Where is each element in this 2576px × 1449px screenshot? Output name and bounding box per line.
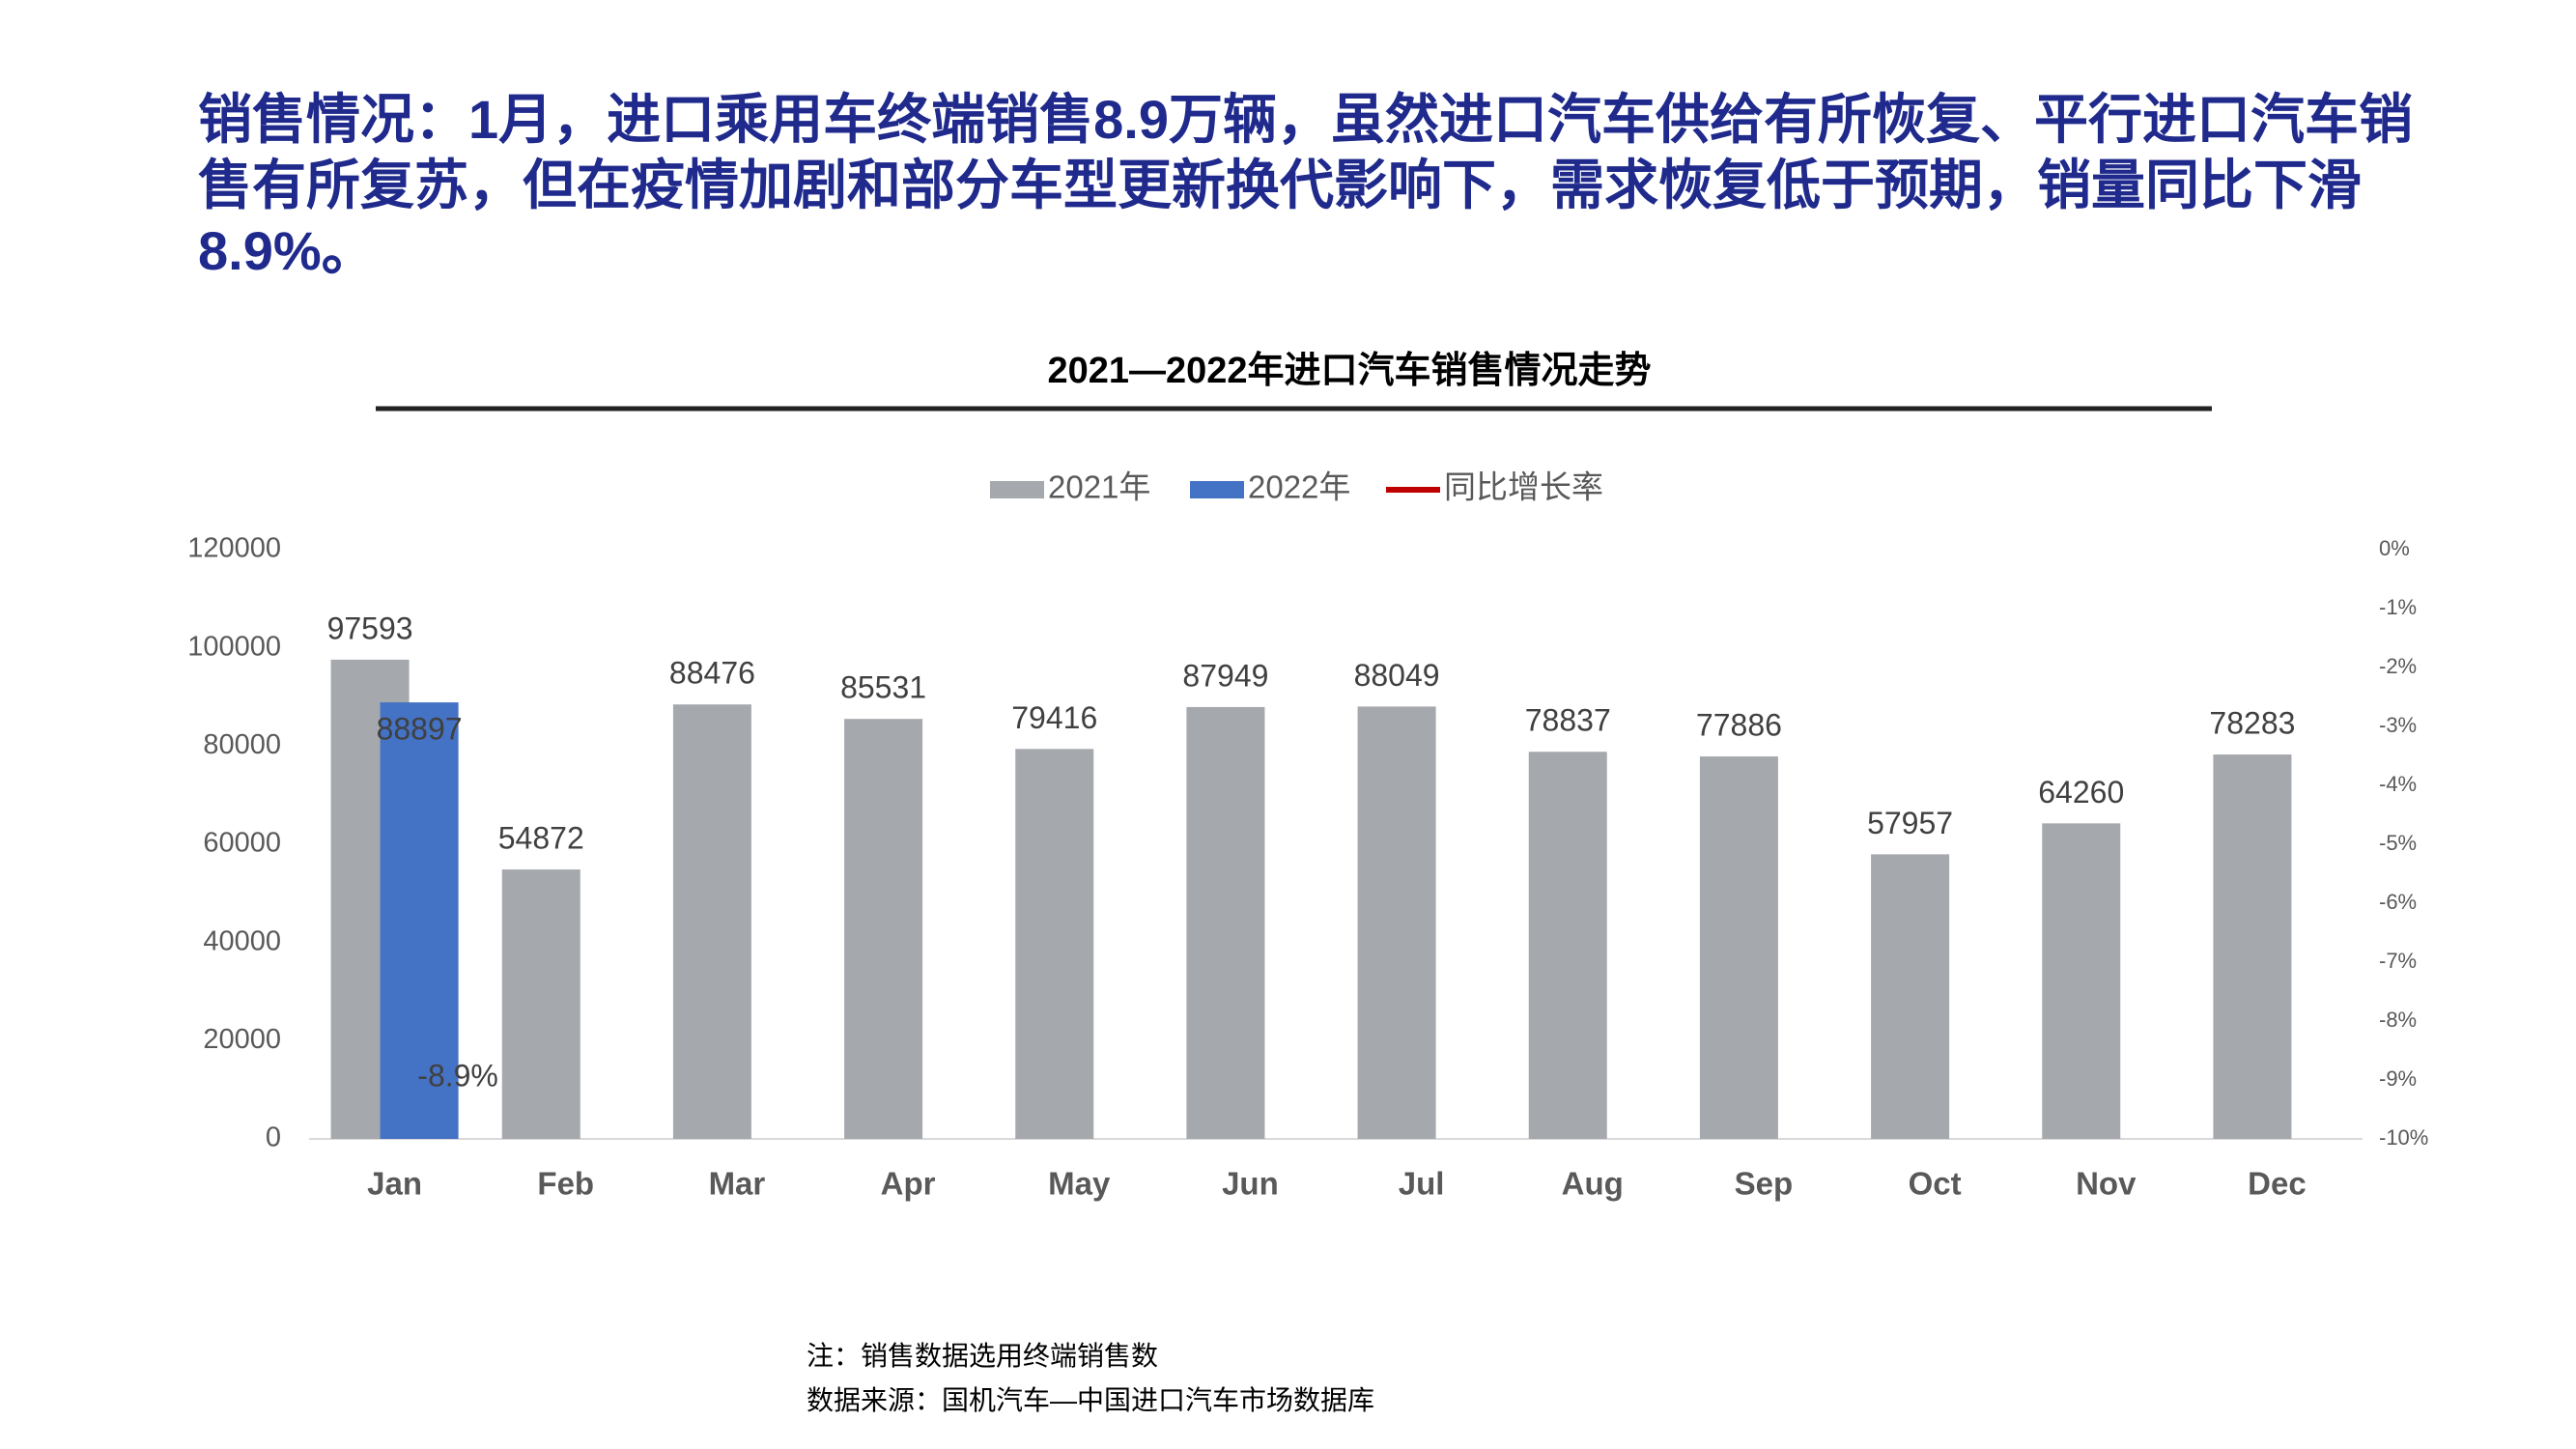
data-label: 57957 (1867, 806, 1953, 840)
data-label: 85531 (840, 670, 926, 705)
data-label: -8.9% (417, 1058, 498, 1093)
bar (1357, 706, 1436, 1139)
y2-tick-label: -5% (2379, 831, 2417, 855)
y2-tick-label: -8% (2379, 1008, 2417, 1032)
y2-tick-label: -6% (2379, 890, 2417, 914)
x-tick-label: Feb (537, 1166, 594, 1202)
legend-marker (990, 481, 1044, 498)
y2-tick-label: 0% (2379, 536, 2410, 560)
x-tick-label: Aug (1562, 1166, 1624, 1202)
x-tick-label: Nov (2076, 1166, 2137, 1202)
y-tick-label: 60000 (203, 828, 281, 859)
y-tick-label: 40000 (203, 925, 281, 956)
legend-label: 同比增长率 (1444, 469, 1603, 505)
y2-tick-label: -2% (2379, 654, 2417, 678)
bar (1015, 749, 1094, 1139)
data-label: 87949 (1182, 658, 1268, 693)
x-tick-label: Jun (1222, 1166, 1279, 1202)
x-tick-label: Jul (1399, 1166, 1445, 1202)
x-tick-label: Sep (1735, 1166, 1794, 1202)
bar (844, 719, 923, 1139)
note: 注：销售数据选用终端销售数 (807, 1341, 1159, 1371)
x-tick-label: Jan (367, 1166, 422, 1202)
bar (1186, 706, 1265, 1139)
bar (672, 704, 751, 1139)
data-label: 77886 (1696, 708, 1782, 743)
y-tick-label: 20000 (203, 1024, 281, 1055)
legend-label: 2021年 (1048, 469, 1150, 505)
y-tick-label: 120000 (187, 533, 281, 564)
bar (1699, 756, 1778, 1139)
bar (380, 702, 459, 1139)
data-label: 78283 (2209, 706, 2295, 741)
data-label: 64260 (2038, 775, 2124, 810)
data-label: 54872 (498, 821, 584, 856)
bar (1871, 854, 1950, 1139)
data-label: 79416 (1011, 700, 1097, 735)
data-label: 88049 (1354, 658, 1440, 693)
y2-tick-label: -7% (2379, 949, 2417, 973)
x-tick-label: May (1048, 1166, 1111, 1202)
x-tick-label: Oct (1909, 1166, 1962, 1202)
y2-tick-label: -1% (2379, 595, 2417, 619)
chart-title: 2021—2022年进口汽车销售情况走势 (1047, 351, 1651, 391)
y2-tick-label: -10% (2379, 1125, 2428, 1150)
data-label: 88897 (377, 712, 463, 747)
x-tick-label: Apr (881, 1166, 936, 1202)
y-tick-label: 100000 (187, 631, 281, 662)
data-label: 88476 (669, 656, 755, 691)
bar (2213, 754, 2292, 1139)
y-tick-label: 80000 (203, 729, 281, 760)
y2-tick-label: -4% (2379, 772, 2417, 796)
headline: 销售情况：1月，进口乘用车终端销售8.9万辆，虽然进口汽车供给有所恢复、平行进口… (198, 89, 2413, 281)
x-tick-label: Mar (709, 1166, 766, 1202)
data-label: 97593 (327, 611, 413, 645)
source-note: 数据来源：国机汽车—中国进口汽车市场数据库 (807, 1385, 1375, 1415)
data-label: 78837 (1525, 703, 1611, 738)
legend-marker (1190, 481, 1244, 498)
y2-tick-label: -3% (2379, 713, 2417, 737)
x-tick-label: Dec (2248, 1166, 2307, 1202)
bar (2042, 823, 2121, 1139)
bar (1528, 752, 1607, 1139)
bar (501, 869, 580, 1139)
y-tick-label: 0 (266, 1122, 281, 1153)
legend-label: 2022年 (1248, 469, 1350, 505)
y2-tick-label: -9% (2379, 1066, 2417, 1091)
